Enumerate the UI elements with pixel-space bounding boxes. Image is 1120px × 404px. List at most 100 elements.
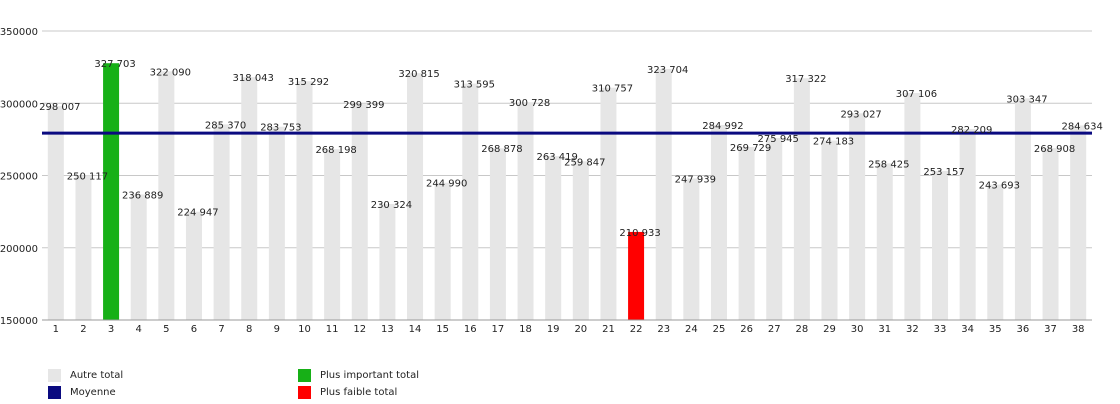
data-label: 284 992	[702, 121, 743, 132]
bar	[710, 124, 727, 321]
x-tick-label: 17	[492, 324, 505, 335]
x-tick-label: 18	[519, 324, 532, 335]
bar	[47, 106, 64, 320]
data-label: 318 043	[233, 73, 274, 84]
bar	[655, 68, 672, 321]
bar	[572, 161, 589, 320]
data-label: 282 209	[951, 125, 992, 136]
bar	[1014, 98, 1031, 321]
x-tick-label: 8	[246, 324, 252, 335]
x-tick-label: 31	[878, 324, 891, 335]
data-label: 322 090	[150, 67, 191, 78]
bar	[959, 128, 976, 320]
data-label: 307 106	[896, 89, 937, 100]
data-label: 259 847	[564, 157, 605, 168]
x-tick-label: 33	[934, 324, 947, 335]
data-label: 243 693	[979, 181, 1020, 192]
x-tick-label: 32	[906, 324, 919, 335]
x-tick-label: 35	[989, 324, 1002, 335]
x-tick-label: 19	[547, 324, 560, 335]
x-tick-label: 7	[218, 324, 224, 335]
data-label: 269 729	[730, 143, 771, 154]
bar	[517, 102, 534, 321]
data-label: 315 292	[288, 77, 329, 88]
bar	[628, 231, 645, 320]
data-label: 268 198	[315, 145, 356, 156]
bar	[683, 178, 700, 320]
data-label: 283 753	[260, 123, 301, 134]
x-tick-label: 11	[326, 324, 339, 335]
bar	[130, 194, 147, 320]
data-label: 320 815	[398, 69, 439, 80]
x-tick-label: 30	[851, 324, 864, 335]
data-label: 293 027	[840, 109, 881, 120]
bar	[793, 78, 810, 320]
x-tick-label: 13	[381, 324, 394, 335]
x-tick-label: 10	[298, 324, 311, 335]
data-label: 247 939	[675, 174, 716, 185]
y-tick-label: 200000	[0, 244, 38, 255]
bar	[462, 83, 479, 320]
bar	[379, 203, 396, 320]
bar	[103, 63, 120, 320]
x-tick-label: 3	[108, 324, 114, 335]
x-tick-label: 25	[713, 324, 726, 335]
data-label: 244 990	[426, 179, 467, 190]
y-tick-label: 250000	[0, 172, 38, 183]
data-label: 274 183	[813, 137, 854, 148]
data-label: 303 347	[1006, 94, 1047, 105]
bar	[407, 73, 424, 320]
bar	[545, 156, 562, 320]
data-label: 285 370	[205, 120, 246, 131]
x-tick-label: 24	[685, 324, 698, 335]
x-tick-label: 2	[80, 324, 86, 335]
data-label: 310 757	[592, 84, 633, 95]
x-tick-label: 38	[1072, 324, 1085, 335]
data-label: 230 324	[371, 200, 412, 211]
bar	[434, 182, 451, 320]
x-tick-label: 6	[191, 324, 197, 335]
data-label: 224 947	[177, 208, 218, 219]
x-tick-label: 28	[796, 324, 809, 335]
data-label: 299 399	[343, 100, 384, 111]
data-label: 313 595	[454, 80, 495, 91]
x-tick-label: 21	[602, 324, 615, 335]
data-label: 263 419	[537, 152, 578, 163]
x-tick-label: 36	[1017, 324, 1030, 335]
bar	[296, 81, 313, 320]
y-tick-label: 150000	[0, 316, 38, 327]
data-label: 268 878	[481, 144, 522, 155]
x-tick-label: 4	[136, 324, 142, 335]
x-tick-label: 27	[768, 324, 781, 335]
x-tick-label: 23	[657, 324, 670, 335]
bar	[324, 149, 341, 320]
data-label: 323 704	[647, 65, 688, 76]
x-tick-label: 16	[464, 324, 477, 335]
bar	[268, 126, 285, 320]
bar	[241, 77, 258, 321]
x-tick-label: 20	[574, 324, 587, 335]
x-tick-label: 37	[1044, 324, 1057, 335]
data-label: 298 007	[39, 102, 80, 113]
bar	[1042, 148, 1059, 320]
x-tick-label: 26	[740, 324, 753, 335]
bar	[489, 148, 506, 320]
data-label: 250 117	[67, 171, 108, 182]
bar	[213, 124, 230, 320]
x-tick-label: 9	[274, 324, 280, 335]
data-label: 327 703	[94, 59, 135, 70]
bar	[849, 113, 866, 320]
data-label: 210 933	[619, 228, 660, 239]
x-tick-label: 29	[823, 324, 836, 335]
x-tick-label: 12	[353, 324, 366, 335]
x-tick-label: 14	[409, 324, 422, 335]
bar	[932, 170, 949, 320]
x-tick-label: 22	[630, 324, 643, 335]
bar	[876, 163, 893, 320]
bar	[1070, 125, 1087, 320]
data-label: 300 728	[509, 98, 550, 109]
data-label: 268 908	[1034, 144, 1075, 155]
bar	[821, 140, 838, 320]
x-tick-label: 34	[961, 324, 974, 335]
